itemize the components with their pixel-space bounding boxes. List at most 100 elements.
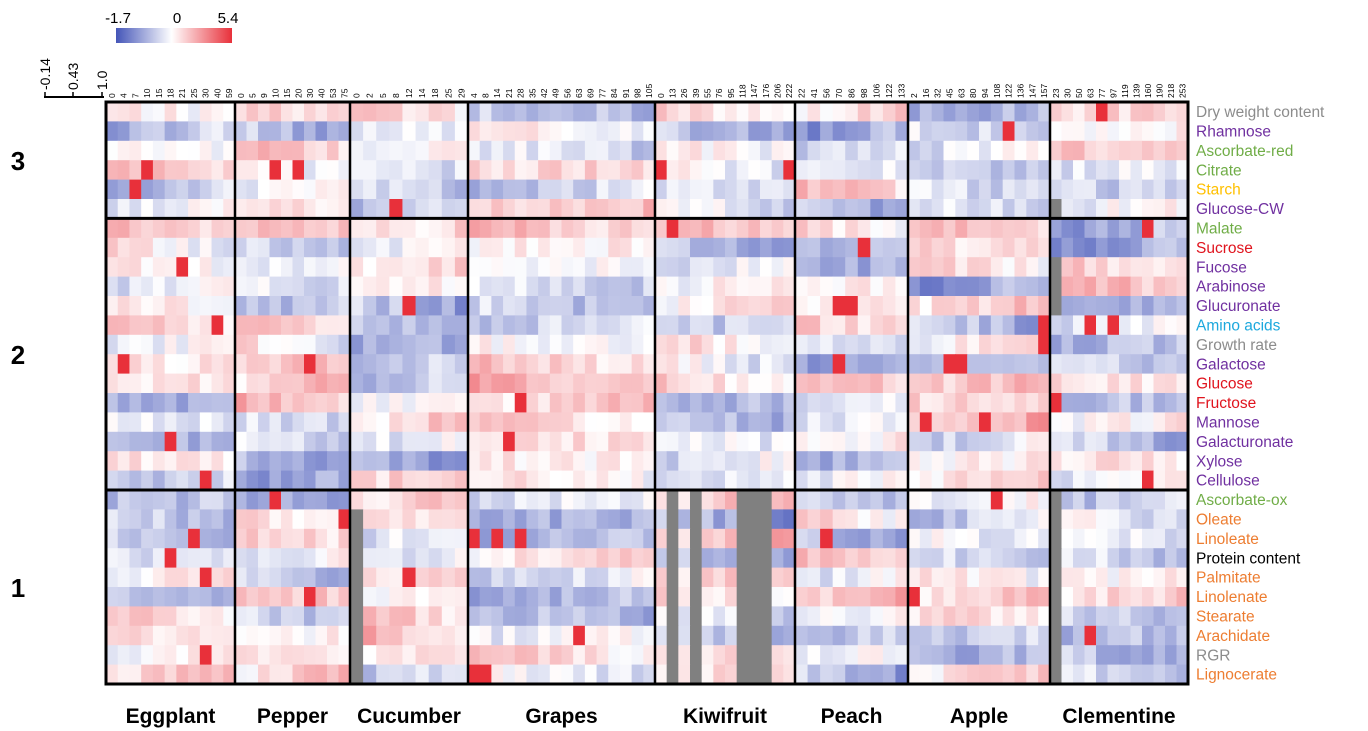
heatmap-cell [338, 567, 351, 588]
heatmap-cell [832, 470, 846, 491]
heatmap-cell [820, 218, 834, 239]
heatmap-cell [1026, 567, 1039, 588]
heatmap-cell [943, 354, 956, 375]
heatmap-cell [327, 257, 339, 278]
heatmap-cell [258, 315, 270, 336]
heatmap-cell [1038, 412, 1051, 433]
heatmap-cell [106, 625, 119, 646]
heatmap-cell [771, 315, 784, 336]
heatmap-cell [1142, 160, 1154, 181]
heatmap-cell [129, 606, 142, 627]
heatmap-cell [584, 470, 598, 491]
heatmap-cell [211, 490, 224, 510]
timepoint-label: 222 [784, 84, 794, 98]
heatmap-cell [327, 490, 339, 510]
heatmap-cell [1165, 645, 1177, 666]
heatmap-cell [152, 121, 166, 142]
heatmap-cell [479, 199, 492, 219]
heatmap-cell [188, 373, 201, 394]
heatmap-cell [690, 121, 703, 142]
heatmap-cell [526, 315, 539, 336]
heatmap-cell [468, 315, 481, 336]
heatmap-cell [117, 237, 130, 258]
heatmap-cell [468, 373, 481, 394]
heatmap-cell [1002, 509, 1015, 530]
heatmap-cell [1038, 315, 1051, 336]
heatmap-cell [338, 121, 351, 142]
heatmap-cell [327, 664, 339, 685]
heatmap-cell [1084, 393, 1097, 413]
heatmap-cell [441, 509, 456, 530]
heatmap-cell [807, 296, 821, 316]
heatmap-cell [350, 257, 364, 278]
heatmap-cell [857, 587, 871, 607]
heatmap-cell [1026, 102, 1039, 122]
heatmap-cell [690, 587, 703, 607]
heatmap-cell [845, 140, 859, 161]
heatmap-cell [1014, 354, 1027, 375]
heatmap-cell [292, 179, 305, 200]
heatmap-cell [955, 528, 968, 549]
heatmap-cell [748, 606, 761, 627]
heatmap-cell [736, 199, 749, 219]
heatmap-cell [643, 276, 656, 297]
heatmap-cell [1073, 431, 1085, 452]
heatmap-cell [736, 121, 749, 142]
heatmap-cell [931, 470, 944, 491]
heatmap-cell [468, 412, 481, 433]
heatmap-cell [1014, 373, 1027, 394]
heatmap-cell [990, 548, 1004, 569]
heatmap-cell [678, 431, 691, 452]
heatmap-cell [832, 528, 846, 549]
heatmap-cell [832, 548, 846, 569]
heatmap-cell [857, 431, 871, 452]
timepoint-label: 105 [644, 84, 654, 98]
heatmap-cell [895, 451, 909, 472]
heatmap-cell [1014, 257, 1027, 278]
heatmap-cell [943, 102, 956, 122]
heatmap-cell [807, 451, 821, 472]
heatmap-cell [350, 121, 364, 142]
heatmap-cell [1026, 179, 1039, 200]
heatmap-cell [1130, 354, 1143, 375]
heatmap-cell [1119, 179, 1131, 200]
heatmap-cell [246, 121, 259, 142]
heatmap-cell [281, 140, 293, 161]
heatmap-cell [1153, 315, 1166, 336]
heatmap-cell [631, 199, 644, 219]
heatmap-cell [1153, 102, 1166, 122]
heatmap-cell [428, 587, 443, 607]
variable-label: Fructose [1196, 395, 1256, 412]
heatmap-cell [725, 373, 738, 394]
heatmap-cell [1014, 645, 1027, 666]
heatmap-cell [129, 218, 142, 239]
heatmap-cell [514, 257, 527, 278]
heatmap-cell [584, 102, 598, 122]
heatmap-cell [1142, 218, 1154, 239]
heatmap-cell [820, 199, 834, 219]
heatmap-cell [491, 645, 504, 666]
heatmap-cell [389, 393, 403, 413]
heatmap-cell [188, 218, 201, 239]
heatmap-cell [619, 587, 633, 607]
heatmap-cell [990, 334, 1004, 355]
heatmap-cell [561, 412, 574, 433]
heatmap-cell [573, 451, 586, 472]
heatmap-cell [538, 528, 551, 549]
heatmap-cell [526, 354, 539, 375]
heatmap-cell [631, 451, 644, 472]
heatmap-cell [327, 102, 339, 122]
heatmap-cell [327, 179, 339, 200]
heatmap-cell [631, 528, 644, 549]
heatmap-cell [870, 140, 884, 161]
heatmap-cell [725, 587, 738, 607]
heatmap-cell [882, 587, 896, 607]
heatmap-cell [655, 199, 668, 219]
heatmap-cell [882, 548, 896, 569]
heatmap-cell [931, 257, 944, 278]
heatmap-cell [1084, 470, 1097, 491]
heatmap-cell [164, 548, 177, 569]
heatmap-cell [327, 315, 339, 336]
heatmap-cell [1153, 567, 1166, 588]
heatmap-cell [223, 334, 236, 355]
